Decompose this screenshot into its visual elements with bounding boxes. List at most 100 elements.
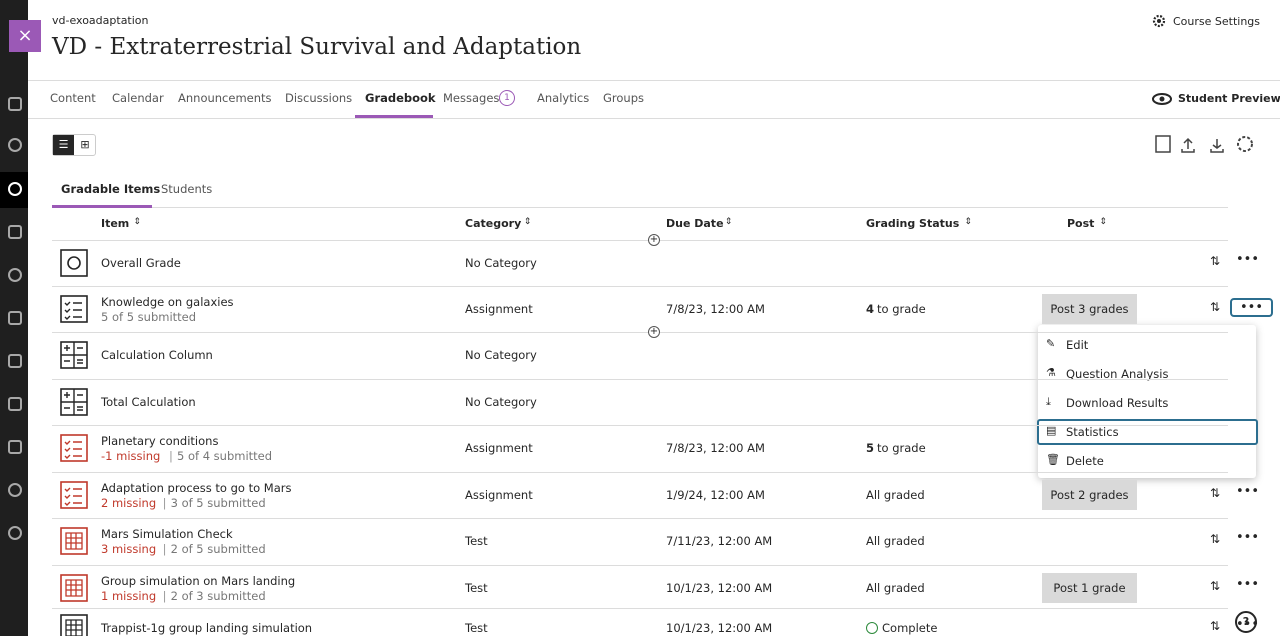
sub-tab[interactable]: Gradable Items — [61, 182, 161, 196]
divider — [28, 80, 1280, 81]
item-icon — [60, 481, 88, 509]
more-button[interactable]: ••• — [1236, 484, 1260, 499]
nav-tab[interactable]: Content — [50, 91, 96, 105]
preview-icon — [1152, 93, 1172, 105]
settings-icon[interactable] — [1152, 14, 1166, 28]
nav-icon[interactable] — [8, 440, 22, 454]
nav-icon[interactable] — [8, 268, 22, 282]
more-button[interactable]: ••• — [1230, 298, 1274, 317]
item-name[interactable]: Planetary conditions — [101, 434, 219, 448]
submitted-count: 5 of 5 submitted — [101, 310, 197, 324]
post-button[interactable]: Post 2 grades — [1042, 480, 1137, 510]
separator: | — [162, 542, 167, 556]
reorder-icon[interactable]: ⇅ — [1210, 619, 1221, 633]
due-date: 10/1/23, 12:00 AM — [666, 621, 773, 635]
menu-icon: 🗑 — [1046, 453, 1060, 466]
menu-icon: ⚗ — [1046, 366, 1056, 379]
menu-item[interactable]: Delete — [1066, 454, 1104, 468]
nav-icon[interactable] — [8, 182, 22, 196]
nav-tab[interactable]: Announcements — [178, 91, 272, 105]
nav-tab[interactable]: Gradebook — [365, 91, 436, 105]
post-button[interactable]: Post 1 grade — [1042, 573, 1137, 603]
grading-status: to grade — [877, 302, 926, 316]
item-name[interactable]: Mars Simulation Check — [101, 527, 233, 541]
nav-tab[interactable]: Groups — [603, 91, 645, 105]
divider — [52, 286, 1228, 287]
column-header[interactable]: Grading Status — [866, 217, 960, 230]
divider — [28, 118, 1280, 119]
upload-icon[interactable] — [1181, 137, 1195, 153]
column-header[interactable]: Item — [101, 217, 130, 230]
nav-tab[interactable]: Discussions — [285, 91, 353, 105]
nav-icon[interactable] — [8, 354, 22, 368]
column-header[interactable]: Post — [1067, 217, 1095, 230]
reorder-icon[interactable]: ⇅ — [1210, 579, 1221, 593]
divider — [52, 240, 1228, 241]
student-preview[interactable]: Student Preview — [1178, 92, 1280, 105]
divider — [52, 518, 1228, 519]
post-button[interactable]: Post 3 grades — [1042, 294, 1137, 324]
close-button[interactable]: × — [9, 20, 41, 52]
reorder-icon[interactable]: ⇅ — [1210, 486, 1221, 500]
help-button[interactable]: ? — [1235, 611, 1257, 633]
missing-count: 1 missing — [101, 589, 157, 603]
menu-item[interactable]: Edit — [1066, 338, 1089, 352]
item-icon — [60, 574, 88, 602]
more-button[interactable]: ••• — [1236, 577, 1260, 592]
nav-tab[interactable]: Analytics — [537, 91, 590, 105]
view-toggle: ☰ ⊞ — [52, 134, 96, 156]
menu-icon: ✎ — [1046, 337, 1056, 350]
menu-item[interactable]: Question Analysis — [1066, 367, 1169, 381]
nav-icon[interactable] — [8, 97, 22, 111]
item-name[interactable]: Adaptation process to go to Mars — [101, 481, 292, 495]
nav-icon[interactable] — [8, 526, 22, 540]
reorder-icon[interactable]: ⇅ — [1210, 300, 1221, 314]
sort-icon: ⇕ — [724, 217, 733, 227]
nav-icon[interactable] — [8, 397, 22, 411]
item-icon — [60, 614, 88, 636]
due-date: 7/11/23, 12:00 AM — [666, 534, 773, 548]
category: Test — [465, 581, 488, 595]
column-header[interactable]: Category — [465, 217, 522, 230]
status-count: 4 — [866, 302, 875, 316]
reorder-icon[interactable]: ⇅ — [1210, 254, 1221, 268]
submitted-count: 3 of 5 submitted — [170, 496, 266, 510]
course-settings[interactable]: Course Settings — [1173, 15, 1261, 28]
nav-icon[interactable] — [8, 138, 22, 152]
add-column-button[interactable]: + — [648, 326, 660, 338]
gear-icon[interactable] — [1237, 136, 1253, 152]
more-button[interactable]: ••• — [1236, 252, 1260, 267]
list-view[interactable]: ☰ — [53, 135, 74, 155]
nav-tab[interactable]: Calendar — [112, 91, 164, 105]
search-icon[interactable] — [1155, 135, 1171, 153]
menu-item[interactable]: Download Results — [1066, 396, 1169, 410]
item-icon — [60, 249, 88, 277]
nav-icon[interactable] — [8, 311, 22, 325]
message-badge: 1 — [499, 90, 515, 106]
more-button[interactable]: ••• — [1236, 530, 1260, 545]
grid-view[interactable]: ⊞ — [80, 138, 90, 151]
item-icon — [60, 295, 88, 323]
divider — [52, 207, 1228, 208]
item-icon — [60, 434, 88, 462]
grading-status: to grade — [877, 441, 926, 455]
item-name[interactable]: Trappist-1g group landing simulation — [101, 621, 313, 635]
sub-tab[interactable]: Students — [161, 182, 213, 196]
add-column-button[interactable]: + — [648, 234, 660, 246]
nav-icon[interactable] — [8, 483, 22, 497]
sort-icon: ⇕ — [133, 217, 141, 227]
nav-icon[interactable] — [8, 225, 22, 239]
item-name[interactable]: Overall Grade — [101, 256, 181, 270]
missing-count: 3 missing — [101, 542, 157, 556]
category: Test — [465, 621, 488, 635]
more-button[interactable]: ••• — [1236, 617, 1260, 632]
download-icon[interactable] — [1210, 139, 1224, 153]
item-name[interactable]: Calculation Column — [101, 348, 213, 362]
column-header[interactable]: Due Date — [666, 217, 724, 230]
reorder-icon[interactable]: ⇅ — [1210, 532, 1221, 546]
nav-tab[interactable]: Messages — [443, 91, 500, 105]
item-name[interactable]: Total Calculation — [101, 395, 196, 409]
item-name[interactable]: Knowledge on galaxies — [101, 295, 234, 309]
item-name[interactable]: Group simulation on Mars landing — [101, 574, 296, 588]
menu-item[interactable]: Statistics — [1037, 419, 1258, 445]
